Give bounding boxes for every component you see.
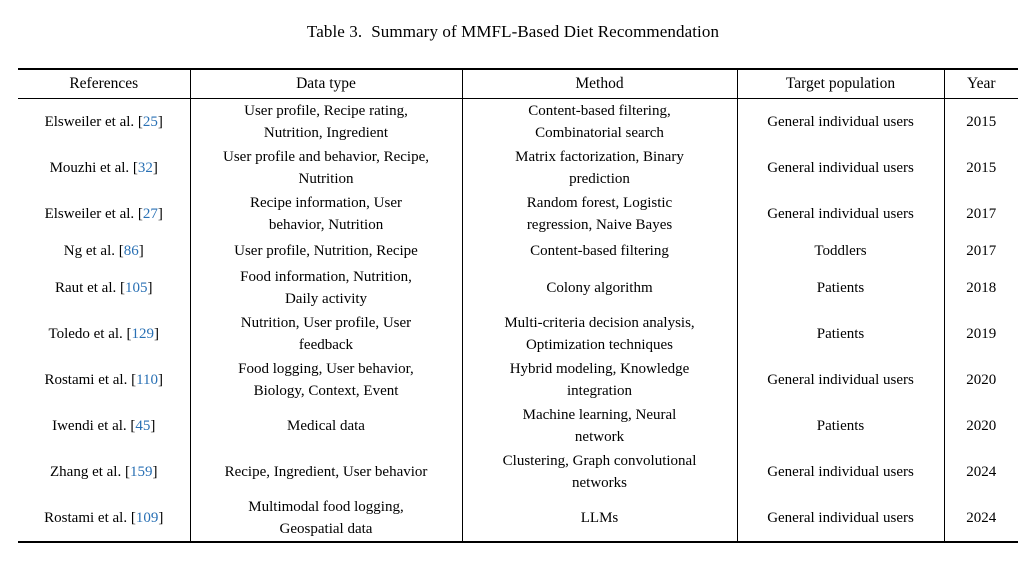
references-cell: Raut et al. 105 (18, 265, 190, 311)
target-population-cell: Toddlers (736, 237, 944, 265)
method-cell: Machine learning, Neural network (461, 403, 737, 449)
references-cell: Mouzhi et al. 32 (18, 145, 190, 191)
column-header-target-population: Target population (736, 68, 944, 99)
citation-link[interactable]: 109 (131, 510, 164, 526)
author-text: Elsweiler et al. (44, 114, 135, 130)
references-cell: Iwendi et al. 45 (18, 403, 190, 449)
column-header-data-type: Data type (189, 68, 462, 99)
target-population-cell: General individual users (736, 98, 944, 145)
table-row: Mouzhi et al. 32 User profile and behavi… (18, 145, 1018, 191)
data-type-cell: Multimodal food logging, Geospatial data (189, 495, 462, 543)
citation-link[interactable]: 105 (120, 280, 153, 296)
author-text: Rostami et al. (44, 510, 128, 526)
data-type-cell: Food logging, User behavior, Biology, Co… (189, 357, 462, 403)
table-caption: Table 3. Summary of MMFL-Based Diet Recom… (0, 22, 1026, 42)
year-cell: 2018 (943, 265, 1018, 311)
citation-link[interactable]: 110 (131, 372, 163, 388)
table-row: Iwendi et al. 45 Medical data Machine le… (18, 403, 1018, 449)
table-caption-label: Table 3. (306, 22, 363, 41)
citation-link[interactable]: 32 (133, 160, 158, 176)
references-cell: Elsweiler et al. 25 (18, 99, 190, 146)
data-type-cell: User profile and behavior, Recipe, Nutri… (189, 145, 462, 191)
table-row: Ng et al. 86 User profile, Nutrition, Re… (18, 237, 1018, 265)
author-text: Toledo et al. (48, 326, 123, 342)
table-row: Elsweiler et al. 27 Recipe information, … (18, 191, 1018, 237)
method-cell: Content-based filtering, Combinatorial s… (461, 98, 737, 145)
data-type-cell: Recipe information, User behavior, Nutri… (189, 191, 462, 237)
citation-link[interactable]: 129 (127, 326, 160, 342)
year-cell: 2015 (943, 98, 1018, 145)
summary-table: References Data type Method Target popul… (18, 68, 1018, 543)
citation-link[interactable]: 27 (138, 206, 163, 222)
year-cell: 2019 (943, 311, 1018, 357)
author-text: Mouzhi et al. (49, 160, 130, 176)
column-header-method: Method (461, 68, 737, 99)
table-row: Rostami et al. 110 Food logging, User be… (18, 357, 1018, 403)
method-cell: Matrix factorization, Binary prediction (461, 145, 737, 191)
year-cell: 2024 (943, 495, 1018, 543)
citation-link[interactable]: 159 (125, 464, 158, 480)
author-text: Raut et al. (55, 280, 117, 296)
table-row: Toledo et al. 129 Nutrition, User profil… (18, 311, 1018, 357)
target-population-cell: Patients (736, 311, 944, 357)
citation-link[interactable]: 45 (130, 418, 155, 434)
table-row: Rostami et al. 109 Multimodal food loggi… (18, 495, 1018, 543)
year-cell: 2020 (943, 403, 1018, 449)
data-type-cell: Nutrition, User profile, User feedback (189, 311, 462, 357)
data-type-cell: Medical data (189, 403, 462, 449)
year-cell: 2017 (943, 191, 1018, 237)
table-caption-title: Summary of MMFL-Based Diet Recommendatio… (371, 22, 720, 41)
references-cell: Rostami et al. 110 (18, 357, 190, 403)
table-row: Zhang et al. 159 Recipe, Ingredient, Use… (18, 449, 1018, 495)
data-type-cell: User profile, Nutrition, Recipe (189, 237, 462, 265)
target-population-cell: General individual users (736, 145, 944, 191)
target-population-cell: General individual users (736, 191, 944, 237)
method-cell: LLMs (461, 495, 737, 543)
citation-link[interactable]: 86 (119, 243, 144, 259)
table-row: Raut et al. 105 Food information, Nutrit… (18, 265, 1018, 311)
references-cell: Zhang et al. 159 (18, 449, 190, 495)
year-cell: 2017 (943, 237, 1018, 265)
author-text: Iwendi et al. (52, 418, 127, 434)
author-text: Rostami et al. (44, 372, 128, 388)
author-text: Zhang et al. (50, 464, 122, 480)
table-row: Elsweiler et al. 25 User profile, Recipe… (18, 98, 1018, 146)
data-type-cell: User profile, Recipe rating, Nutrition, … (189, 98, 462, 145)
year-cell: 2024 (943, 449, 1018, 495)
header-row: References Data type Method Target popul… (18, 68, 1018, 99)
target-population-cell: General individual users (736, 449, 944, 495)
references-cell: Rostami et al. 109 (18, 495, 190, 543)
year-cell: 2015 (943, 145, 1018, 191)
method-cell: Clustering, Graph convolutional networks (461, 449, 737, 495)
target-population-cell: General individual users (736, 357, 944, 403)
target-population-cell: Patients (736, 403, 944, 449)
author-text: Elsweiler et al. (44, 206, 135, 222)
data-type-cell: Recipe, Ingredient, User behavior (189, 449, 462, 495)
references-cell: Ng et al. 86 (18, 237, 190, 265)
data-type-cell: Food information, Nutrition, Daily activ… (189, 265, 462, 311)
references-cell: Elsweiler et al. 27 (18, 191, 190, 237)
year-cell: 2020 (943, 357, 1018, 403)
target-population-cell: Patients (736, 265, 944, 311)
method-cell: Hybrid modeling, Knowledge integration (461, 357, 737, 403)
method-cell: Multi-criteria decision analysis, Optimi… (461, 311, 737, 357)
method-cell: Content-based filtering (461, 237, 737, 265)
author-text: Ng et al. (63, 243, 115, 259)
target-population-cell: General individual users (736, 495, 944, 543)
column-header-year: Year (943, 68, 1018, 99)
citation-link[interactable]: 25 (138, 114, 163, 130)
references-cell: Toledo et al. 129 (18, 311, 190, 357)
method-cell: Random forest, Logistic regression, Naiv… (461, 191, 737, 237)
method-cell: Colony algorithm (461, 265, 737, 311)
column-header-references: References (18, 68, 190, 99)
